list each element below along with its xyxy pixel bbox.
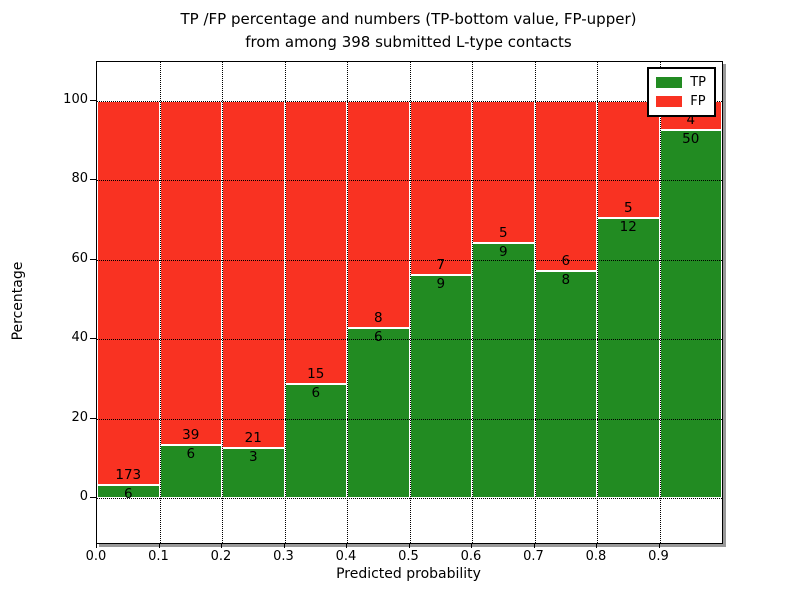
fp-bar-segment: [347, 101, 410, 328]
fp-bar-segment: [222, 101, 285, 449]
y-tick-label: 100: [63, 92, 88, 107]
tp-count-label: 9: [436, 275, 446, 292]
fp-count-label: 21: [244, 430, 262, 447]
legend: TP FP: [647, 67, 716, 117]
x-tick-mark: [533, 543, 535, 548]
tp-bar-segment: [284, 384, 347, 498]
tp-count-label: 8: [561, 272, 571, 289]
fp-count-label: 5: [498, 224, 508, 241]
fp-count-label: 4: [686, 112, 696, 129]
tp-count-label: 6: [123, 485, 133, 502]
vertical-gridline: [659, 62, 661, 543]
x-tick-label: 0.8: [585, 549, 607, 564]
y-tick-mark: [90, 179, 96, 181]
chart-title: TP /FP percentage and numbers (TP-bottom…: [96, 8, 721, 53]
x-tick-mark: [96, 543, 97, 548]
x-tick-label: 0.9: [648, 549, 669, 564]
y-axis-label: Percentage: [10, 261, 26, 341]
tp-bar-segment: [222, 448, 285, 498]
fp-count-label: 39: [182, 427, 200, 444]
x-tick-mark: [471, 543, 472, 548]
vertical-gridline: [347, 62, 348, 543]
y-tick-label: 40: [71, 330, 88, 346]
x-tick-mark: [221, 543, 222, 548]
legend-item-fp: FP: [656, 92, 706, 111]
y-tick-label: 60: [71, 250, 88, 266]
x-tick-mark: [596, 543, 597, 548]
x-tick-mark: [283, 543, 285, 548]
tp-count-label: 50: [682, 131, 700, 148]
y-tick-label: 80: [71, 171, 88, 187]
x-tick-label: 0.7: [523, 549, 544, 564]
x-tick-label: 0.2: [210, 549, 232, 564]
legend-item-tp: TP: [656, 73, 706, 92]
tp-color-swatch: [656, 77, 683, 88]
fp-bar-segment: [97, 101, 160, 485]
x-axis-label: Predicted probability: [336, 566, 481, 582]
x-tick-label: 0.5: [398, 549, 419, 564]
y-tick-mark: [90, 338, 96, 340]
tp-bar-segment: [409, 274, 472, 498]
x-tick-label: 0.1: [148, 549, 169, 564]
fp-bar-segment: [472, 101, 535, 243]
tp-bar-segment: [472, 242, 535, 498]
x-tick-mark: [158, 543, 160, 548]
fp-bar-segment: [534, 101, 597, 272]
y-tick-label: 20: [71, 409, 88, 425]
vertical-gridline: [597, 62, 598, 543]
legend-label-fp: FP: [690, 94, 706, 109]
fp-bar-segment: [409, 101, 472, 275]
vertical-gridline: [222, 62, 223, 543]
vertical-gridline: [472, 62, 473, 543]
y-tick-mark: [90, 258, 96, 260]
tp-bar-segment: [347, 327, 410, 498]
tp-bar-segment: [159, 445, 222, 498]
tp-count-label: 12: [619, 218, 637, 235]
fp-count-label: 5: [623, 199, 633, 216]
vertical-gridline: [159, 62, 161, 543]
vertical-gridline: [534, 62, 536, 543]
tp-count-label: 6: [186, 446, 196, 463]
tp-count-label: 6: [373, 328, 383, 345]
y-tick-mark: [90, 497, 96, 498]
y-tick-label: 0: [79, 489, 88, 504]
x-tick-mark: [346, 543, 347, 548]
x-tick-label: 0.6: [460, 549, 482, 564]
y-tick-mark: [90, 417, 96, 419]
x-tick-mark: [658, 543, 660, 548]
fp-count-label: 15: [307, 366, 325, 383]
tp-count-label: 9: [498, 243, 508, 260]
tp-bar-segment: [534, 271, 597, 498]
vertical-gridline: [409, 62, 411, 543]
fp-bar-segment: [284, 101, 347, 385]
x-tick-label: 0.3: [273, 549, 294, 564]
x-tick-label: 0.4: [335, 549, 357, 564]
fp-count-label: 7: [436, 256, 446, 273]
fp-count-label: 173: [115, 466, 142, 483]
plot-area: TP FP 173 6 39 6 21 3 15 6 8 6 7 9 5 9 6 8 5 12 4 50: [96, 61, 723, 544]
vertical-gridline: [284, 62, 286, 543]
legend-label-tp: TP: [690, 75, 706, 90]
x-tick-mark: [408, 543, 410, 548]
chart-title-line2: from among 398 submitted L-type contacts: [245, 32, 572, 51]
chart-title-line1: TP /FP percentage and numbers (TP-bottom…: [180, 10, 637, 28]
tp-count-label: 6: [311, 385, 321, 402]
y-tick-mark: [90, 100, 96, 101]
x-tick-label: 0.0: [85, 549, 107, 564]
tp-bar-segment: [97, 484, 160, 498]
fp-bar-segment: [159, 101, 222, 446]
fp-color-swatch: [656, 96, 683, 107]
tp-count-label: 3: [248, 449, 258, 466]
fp-count-label: 6: [561, 253, 571, 270]
tp-bar-segment: [659, 130, 722, 498]
fp-count-label: 8: [373, 309, 383, 326]
